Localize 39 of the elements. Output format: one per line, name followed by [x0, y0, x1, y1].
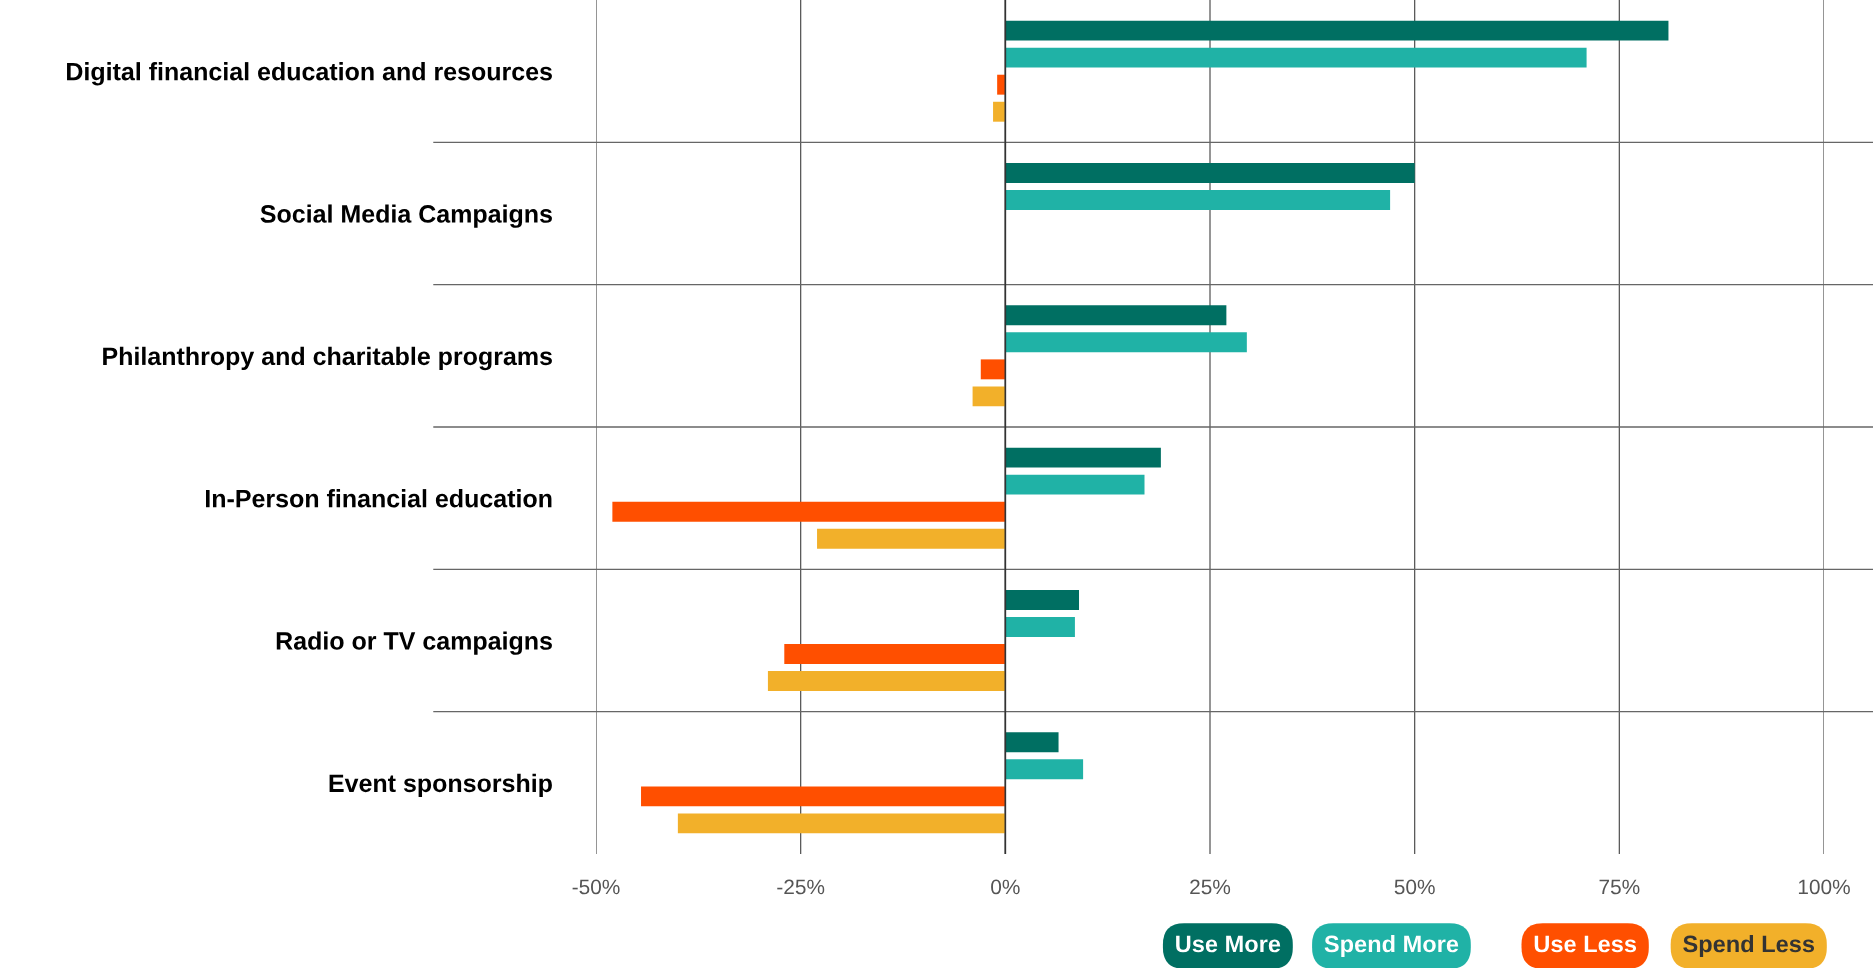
bar — [1005, 474, 1145, 495]
bar — [1005, 589, 1080, 610]
bar — [997, 74, 1006, 95]
bar — [1005, 759, 1084, 780]
x-tick-label: 25% — [1190, 879, 1231, 895]
x-tick-label: -50% — [572, 879, 620, 895]
bar — [980, 359, 1006, 380]
x-tick-label: -25% — [777, 879, 825, 895]
text: Spend More — [1324, 934, 1459, 958]
text: Use More — [1176, 935, 1281, 953]
bar — [972, 386, 1006, 407]
x-tick-label: 75% — [1599, 879, 1640, 895]
text: Spend Less — [1683, 934, 1815, 958]
bar — [784, 644, 1006, 664]
y-tick-label: Digital financial education and resources — [67, 62, 552, 86]
bar — [993, 101, 1006, 122]
x-tick-label: 100% — [1798, 879, 1850, 895]
bar — [641, 786, 1006, 807]
y-tick-label: Event sponsorship — [329, 773, 552, 798]
bar — [1005, 447, 1161, 468]
text: Use Less — [1534, 935, 1637, 953]
y-tick-label: In-Person financial education — [205, 489, 552, 508]
bar — [1005, 732, 1059, 753]
x-tick-label: 50% — [1394, 879, 1435, 895]
bar — [1005, 617, 1075, 637]
y-tick-label: Philanthropy and charitable programs — [103, 346, 552, 371]
bar — [612, 501, 1006, 522]
x-tick-label: 0% — [991, 879, 1020, 895]
bar — [1005, 305, 1227, 326]
bar — [677, 813, 1006, 834]
bar — [767, 671, 1006, 692]
y-tick-label: Social Media Campaigns — [260, 204, 552, 228]
bar — [1005, 20, 1669, 41]
bar — [1005, 332, 1247, 353]
bar — [1005, 190, 1391, 210]
y-tick-label: Radio or TV campaigns — [276, 631, 552, 655]
bar — [817, 528, 1006, 549]
bar — [1005, 47, 1587, 68]
bar — [1005, 162, 1415, 183]
